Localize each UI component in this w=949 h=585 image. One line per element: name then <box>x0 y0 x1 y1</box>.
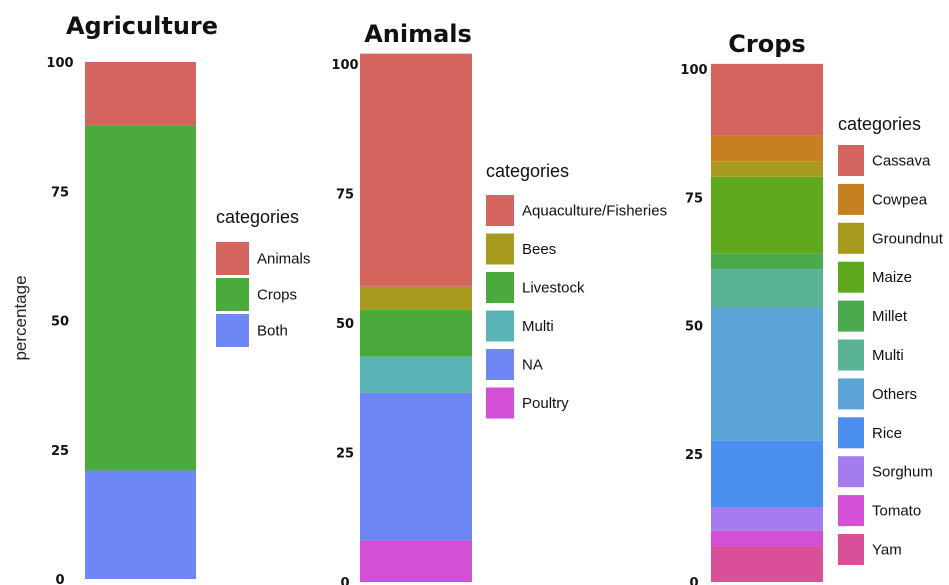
legend-label: Bees <box>522 241 556 258</box>
y-tick-label: 100 <box>331 58 358 73</box>
y-tick-label: 25 <box>336 447 354 462</box>
legend-label: NA <box>522 357 543 374</box>
y-tick-label: 0 <box>340 576 349 585</box>
legend-label: Livestock <box>522 280 585 297</box>
legend-label: Cassava <box>872 153 931 170</box>
legend-label: Poultry <box>522 395 569 412</box>
y-tick-label: 100 <box>680 63 707 78</box>
bar-segment-cassava <box>711 63 823 136</box>
legend-label: Maize <box>872 269 912 286</box>
y-tick-label: 75 <box>336 188 354 203</box>
legend-label: Crops <box>257 287 297 304</box>
y-tick-label: 0 <box>689 576 698 585</box>
legend-label: Rice <box>872 425 902 442</box>
legend-swatch <box>216 314 249 347</box>
legend-title: categories <box>486 161 569 181</box>
legend-label: Animals <box>257 251 310 268</box>
legend-swatch <box>838 145 864 176</box>
legend-label: Groundnut <box>872 230 944 247</box>
legend-swatch <box>838 417 864 449</box>
legend-swatch <box>838 222 864 254</box>
legend-label: Cowpea <box>872 191 928 208</box>
legend-label: Both <box>257 323 288 340</box>
y-tick-label: 50 <box>51 315 69 330</box>
legend-label: Sorghum <box>872 464 933 481</box>
bar-segment-multi <box>711 269 823 308</box>
bar-segment-poultry <box>360 540 472 582</box>
y-axis-label: percentage <box>11 275 30 360</box>
chart-panel-2: Crops 0 25 50 75 100 categories Cassava Cowpea Gr… <box>680 30 943 585</box>
legend-swatch <box>486 195 514 226</box>
bar-segment-na <box>360 392 472 541</box>
y-tick-label: 75 <box>685 191 703 206</box>
legend-swatch <box>486 387 514 419</box>
bar-segment-both <box>85 470 196 579</box>
legend-label: Tomato <box>872 503 921 520</box>
y-tick-label: 25 <box>685 448 703 463</box>
legend-label: Multi <box>872 347 904 364</box>
bar-segment-sorghum <box>711 507 823 531</box>
legend-title: categories <box>216 207 299 227</box>
y-tick-label: 100 <box>46 56 73 71</box>
legend-swatch <box>838 456 864 488</box>
legend-swatch <box>838 378 864 410</box>
bar-segment-rice <box>711 440 823 508</box>
bar-segment-crops <box>85 125 196 471</box>
legend-swatch <box>486 272 514 303</box>
bar-segment-animals <box>85 62 196 126</box>
bar-segment-aquaculture-fisheries <box>360 53 472 287</box>
chart-title: Crops <box>728 30 805 58</box>
legend-swatch <box>216 242 249 275</box>
legend-swatch <box>838 534 864 565</box>
bar-segment-groundnut <box>711 161 823 177</box>
chart-panel-0: Agriculture 0 25 50 75 100 categories Animals Cr… <box>46 12 310 585</box>
legend-swatch <box>838 495 864 527</box>
bar-segment-tomato <box>711 530 823 547</box>
legend-swatch <box>486 349 514 380</box>
y-tick-label: 50 <box>685 320 703 335</box>
legend-swatch <box>486 233 514 265</box>
bar-segment-others <box>711 307 823 441</box>
legend-swatch <box>838 261 864 293</box>
bar-segment-maize <box>711 176 823 254</box>
legend-label: Others <box>872 386 917 403</box>
legend-swatch <box>838 300 864 332</box>
chart-title: Animals <box>364 20 472 48</box>
y-tick-label: 50 <box>336 317 354 332</box>
legend-swatch <box>838 339 864 371</box>
bar-segment-bees <box>360 286 472 311</box>
bar-segment-millet <box>711 253 823 270</box>
legend-swatch <box>486 310 514 342</box>
y-tick-label: 75 <box>51 185 69 200</box>
legend-label: Yam <box>872 542 902 559</box>
bar-segment-livestock <box>360 310 472 357</box>
bar-segment-multi <box>360 356 472 393</box>
chart-title: Agriculture <box>66 12 218 40</box>
legend-label: Aquaculture/Fisheries <box>522 203 667 220</box>
legend-swatch <box>838 183 864 215</box>
y-tick-label: 0 <box>55 573 64 585</box>
bar-segment-yam <box>711 546 823 582</box>
y-tick-label: 25 <box>51 444 69 459</box>
bar-segment-cowpea <box>711 135 823 162</box>
legend-swatch <box>216 278 249 311</box>
legend-title: categories <box>838 114 921 134</box>
legend-label: Millet <box>872 308 908 325</box>
legend-label: Multi <box>522 318 554 335</box>
chart-panel-1: Animals 0 25 50 75 100 categories Aquaculture/F… <box>331 20 667 585</box>
